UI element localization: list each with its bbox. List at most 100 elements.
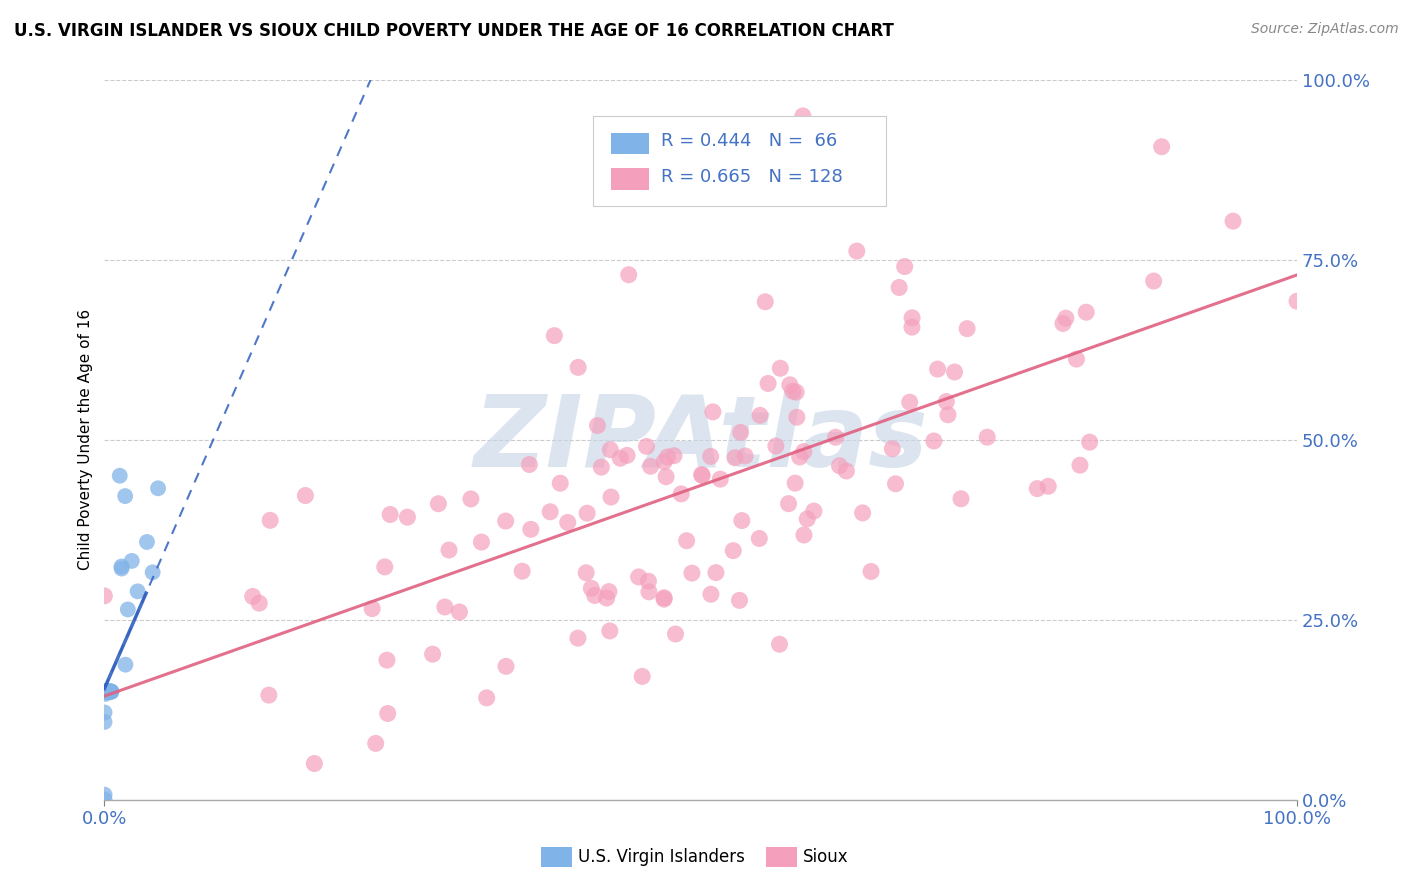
Bar: [612, 133, 650, 154]
Point: [662, 449, 685, 463]
Point: [782, 384, 804, 399]
Point: [655, 469, 678, 483]
Point: [519, 458, 541, 472]
Point: [94, 685, 117, 699]
Point: [96, 684, 118, 698]
Point: [936, 408, 959, 422]
Point: [898, 395, 921, 409]
Point: [114, 657, 136, 672]
Point: [93, 706, 115, 720]
Text: R = 0.665   N = 128: R = 0.665 N = 128: [661, 168, 844, 186]
Point: [884, 476, 907, 491]
Point: [792, 109, 814, 123]
Point: [94, 684, 117, 698]
Point: [94, 684, 117, 698]
Point: [1076, 305, 1098, 319]
Point: [581, 582, 603, 596]
Point: [377, 706, 399, 721]
Point: [567, 631, 589, 645]
Point: [100, 684, 122, 698]
Point: [1052, 317, 1074, 331]
Point: [835, 464, 858, 478]
Point: [427, 497, 450, 511]
Point: [146, 481, 169, 495]
Point: [575, 566, 598, 580]
Point: [117, 602, 139, 616]
Point: [97, 684, 120, 698]
Point: [100, 684, 122, 698]
Point: [94, 684, 117, 698]
Point: [882, 442, 904, 456]
Point: [259, 513, 281, 527]
Point: [681, 566, 703, 580]
Point: [94, 684, 117, 698]
Point: [94, 684, 117, 698]
Point: [567, 360, 589, 375]
Point: [127, 584, 149, 599]
Point: [94, 687, 117, 701]
Point: [935, 394, 957, 409]
Point: [374, 560, 396, 574]
Point: [1143, 274, 1166, 288]
Y-axis label: Child Poverty Under the Age of 16: Child Poverty Under the Age of 16: [79, 310, 93, 570]
Point: [1054, 311, 1077, 326]
Point: [640, 459, 662, 474]
Point: [100, 684, 122, 698]
Point: [510, 564, 533, 578]
Point: [96, 684, 118, 698]
Point: [97, 684, 120, 698]
Point: [657, 450, 679, 464]
Point: [247, 596, 270, 610]
Point: [1026, 482, 1049, 496]
Text: U.S. Virgin Islanders: U.S. Virgin Islanders: [578, 848, 745, 866]
Point: [690, 467, 713, 482]
Point: [765, 439, 787, 453]
Point: [1069, 458, 1091, 472]
Point: [94, 684, 117, 698]
Point: [893, 260, 915, 274]
Point: [956, 321, 979, 335]
Point: [94, 684, 117, 698]
Point: [108, 468, 131, 483]
Point: [598, 584, 620, 599]
Point: [617, 268, 640, 282]
Point: [475, 690, 498, 705]
Point: [922, 434, 945, 448]
Point: [638, 584, 661, 599]
Point: [94, 684, 117, 698]
Point: [583, 589, 606, 603]
Text: Sioux: Sioux: [803, 848, 848, 866]
Bar: [612, 169, 650, 190]
Point: [100, 684, 122, 698]
Point: [949, 491, 972, 506]
Point: [114, 489, 136, 503]
Point: [699, 450, 721, 464]
Point: [599, 624, 621, 638]
Point: [100, 684, 122, 698]
Point: [1286, 294, 1309, 309]
Point: [690, 468, 713, 483]
Point: [652, 591, 675, 605]
Point: [361, 601, 384, 615]
Point: [543, 328, 565, 343]
Point: [803, 504, 825, 518]
Point: [364, 736, 387, 750]
Point: [636, 439, 658, 453]
Point: [94, 684, 117, 698]
Point: [110, 561, 132, 575]
Point: [378, 508, 401, 522]
Point: [789, 450, 811, 464]
Point: [576, 506, 599, 520]
Point: [631, 669, 654, 683]
Point: [796, 512, 818, 526]
Point: [460, 491, 482, 506]
Point: [97, 684, 120, 698]
Point: [94, 684, 117, 698]
Point: [675, 533, 697, 548]
Point: [548, 476, 571, 491]
Point: [94, 684, 117, 698]
Point: [901, 310, 924, 325]
Point: [98, 684, 121, 698]
Point: [704, 566, 727, 580]
Point: [94, 684, 117, 698]
